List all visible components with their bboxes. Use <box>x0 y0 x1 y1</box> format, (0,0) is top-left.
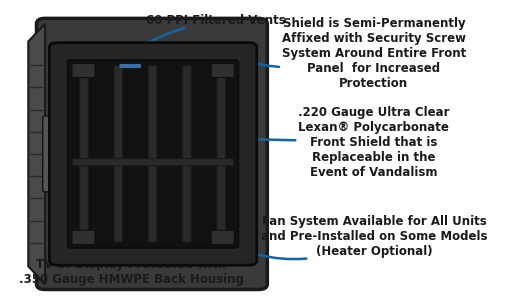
FancyBboxPatch shape <box>72 230 95 244</box>
Polygon shape <box>29 24 45 284</box>
FancyBboxPatch shape <box>182 66 191 242</box>
Text: .220 Gauge Ultra Clear
Lexan® Polycarbonate
Front Shield that is
Replaceable in : .220 Gauge Ultra Clear Lexan® Polycarbon… <box>250 106 449 178</box>
FancyBboxPatch shape <box>43 116 67 192</box>
Text: iDisplay
Shield: iDisplay Shield <box>45 162 64 172</box>
FancyBboxPatch shape <box>114 66 122 242</box>
FancyBboxPatch shape <box>49 43 256 265</box>
FancyBboxPatch shape <box>72 159 233 166</box>
FancyBboxPatch shape <box>37 18 267 289</box>
Text: Vertical or Horizontal
Orientations: Vertical or Horizontal Orientations <box>82 63 257 102</box>
FancyBboxPatch shape <box>72 63 95 78</box>
FancyBboxPatch shape <box>68 60 238 248</box>
Text: 60 PPI Filtered Vents: 60 PPI Filtered Vents <box>132 14 285 52</box>
Text: Fan System Available for All Units
and Pre-Installed on Some Models
(Heater Opti: Fan System Available for All Units and P… <box>209 215 486 259</box>
FancyBboxPatch shape <box>211 230 234 244</box>
FancyBboxPatch shape <box>211 63 234 78</box>
Text: Shield is Semi-Permanently
Affixed with Security Screw
System Around Entire Fron: Shield is Semi-Permanently Affixed with … <box>207 17 465 90</box>
Text: TV or Display Protected with
.350 Gauge HMWPE Back Housing: TV or Display Protected with .350 Gauge … <box>19 228 243 286</box>
FancyBboxPatch shape <box>79 66 88 242</box>
FancyBboxPatch shape <box>119 64 140 68</box>
FancyBboxPatch shape <box>216 66 225 242</box>
FancyBboxPatch shape <box>148 66 157 242</box>
